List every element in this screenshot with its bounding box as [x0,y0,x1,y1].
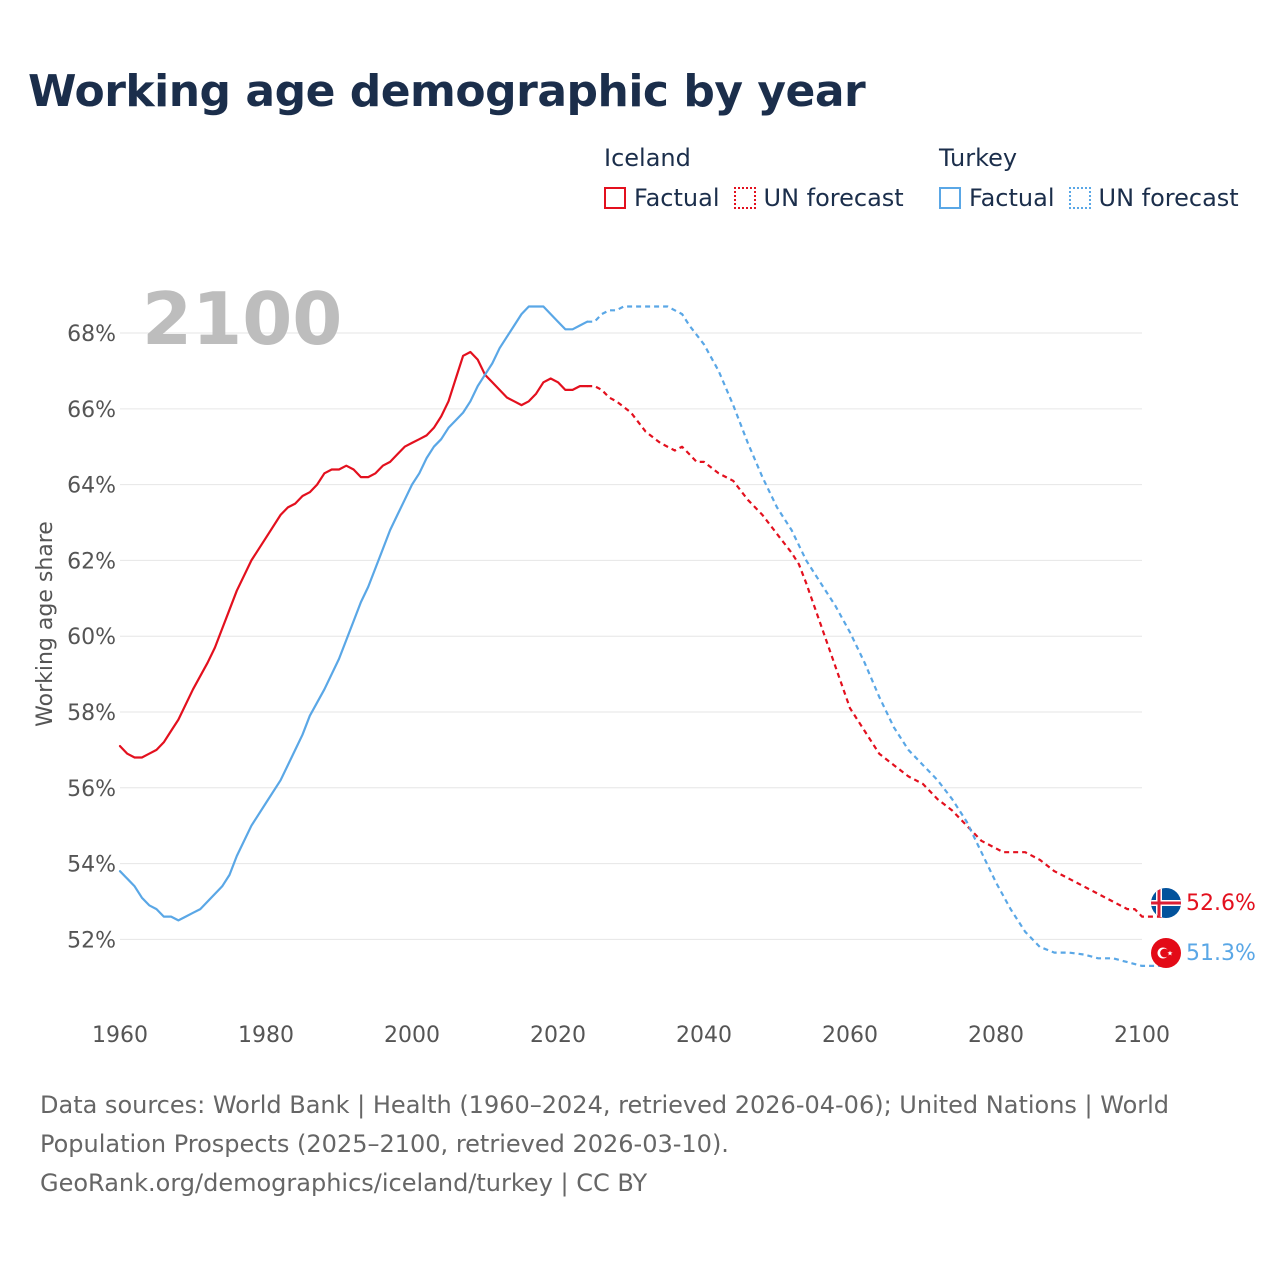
legend-swatch-dotted [733,187,756,209]
series [118,305,1164,968]
y-axis: 52% 54% 56% 58% 60% 62% 64% 66% 68% [67,322,116,953]
y-tick-label: 58% [67,701,116,726]
y-tick-label: 68% [67,322,116,347]
turkey-end-label: 51.3% [1186,941,1256,966]
turkey-forecast-line [587,305,1164,968]
turkey-factual-line [118,305,589,922]
legend-swatch-dotted [1068,187,1091,209]
x-tick-label: 2020 [530,1023,586,1048]
legend-label: UN forecast [1098,184,1239,212]
x-axis: 1960 1980 2000 2020 2040 2060 2080 2100 [92,1023,1170,1048]
footer-line-1: Data sources: World Bank | Health (1960–… [40,1091,1170,1119]
legend-turkey-forecast[interactable]: UN forecast [1068,184,1239,212]
x-tick-label: 2060 [822,1023,878,1048]
y-tick-label: 66% [67,398,116,423]
y-tick-label: 60% [67,625,116,650]
legend-turkey: Turkey Factual UN forecast [939,144,1253,212]
iceland-factual-line [118,350,589,759]
y-tick-label: 52% [67,928,116,953]
y-tick-label: 62% [67,549,116,574]
x-tick-label: 2000 [384,1023,440,1048]
year-watermark: 2100 [142,277,342,361]
end-markers: 52.6% 51.3% [1151,888,1256,968]
iceland-flag-icon [1151,888,1181,918]
legend-iceland: Iceland Factual UN forecast [604,144,918,212]
y-tick-label: 54% [67,853,116,878]
x-tick-label: 1980 [238,1023,294,1048]
footer-line-2: Population Prospects (2025–2100, retriev… [40,1130,729,1158]
x-tick-label: 2100 [1114,1023,1170,1048]
chart-title: Working age demographic by year [28,66,866,117]
y-tick-label: 64% [67,474,116,499]
footer-line-3: GeoRank.org/demographics/iceland/turkey … [40,1169,648,1197]
y-axis-label: Working age share [33,521,58,727]
legend-turkey-factual[interactable]: Factual [939,184,1055,212]
y-tick-label: 56% [67,777,116,802]
x-tick-label: 2080 [968,1023,1024,1048]
grid [120,332,1142,940]
legend-label: UN forecast [763,184,904,212]
iceland-forecast-line [587,385,1164,918]
iceland-end-label: 52.6% [1186,891,1256,916]
turkey-flag-icon [1151,938,1181,968]
legend-swatch-solid [939,187,961,209]
legend-swatch-solid [604,187,626,209]
legend-iceland-factual[interactable]: Factual [604,184,720,212]
x-tick-label: 1960 [92,1023,148,1048]
legend-iceland-title: Iceland [604,144,691,172]
legend-iceland-forecast[interactable]: UN forecast [733,184,904,212]
footer-sources: Data sources: World Bank | Health (1960–… [40,1086,1240,1203]
line-chart: 2100 Working age share 52% 54% 56% 58% 60% 62… [33,277,1256,1048]
legend-label: Factual [969,184,1055,212]
x-tick-label: 2040 [676,1023,732,1048]
legend-label: Factual [634,184,720,212]
legend-turkey-title: Turkey [939,144,1018,172]
